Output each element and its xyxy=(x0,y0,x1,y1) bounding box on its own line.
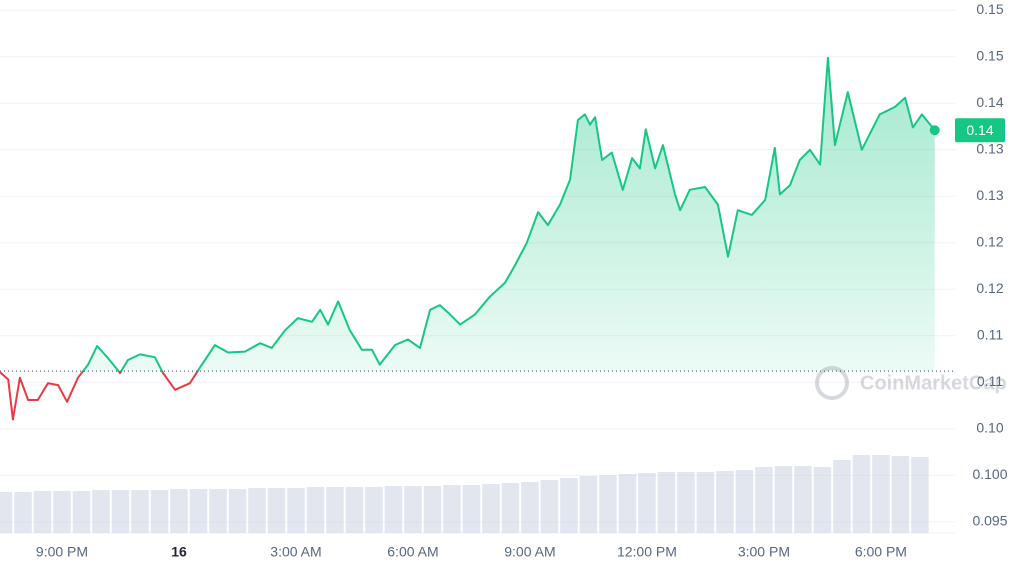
y-tick-label: 0.11 xyxy=(977,327,1003,343)
y-tick-label: 0.10 xyxy=(976,420,1003,436)
price-line xyxy=(0,56,936,421)
y-tick-label: 0.095 xyxy=(972,513,1007,529)
x-tick-label: 6:00 PM xyxy=(855,544,907,560)
x-tick-label: 3:00 AM xyxy=(270,544,321,560)
volume-bar xyxy=(852,455,871,533)
volume-bar xyxy=(72,491,91,533)
current-dot xyxy=(929,125,940,136)
volume-bar xyxy=(209,489,227,533)
x-tick-label: 3:00 PM xyxy=(738,544,790,560)
volume-bar xyxy=(501,483,520,533)
volume-bar xyxy=(228,489,247,533)
volume-bar xyxy=(540,480,559,533)
volume-bar xyxy=(891,456,910,533)
volume-bar xyxy=(872,455,890,533)
x-tick-label: 9:00 PM xyxy=(36,544,88,560)
y-tick-label: 0.15 xyxy=(976,47,1003,63)
volume-bar xyxy=(443,485,461,533)
volume-bar xyxy=(657,472,676,533)
y-tick-label: 0.14 xyxy=(976,94,1003,110)
volume-bar xyxy=(560,478,578,533)
y-tick-label: 0.15 xyxy=(976,1,1003,17)
volume-bar xyxy=(677,472,695,533)
volume-bar xyxy=(599,475,617,533)
volume-bar xyxy=(0,492,13,533)
volume-bar xyxy=(735,470,754,533)
volume-bar xyxy=(833,460,851,533)
volume-bar xyxy=(189,489,208,533)
y-tick-label: 0.12 xyxy=(976,280,1003,296)
volume-bar xyxy=(92,490,110,533)
volume-bar xyxy=(287,488,305,533)
volume-bar xyxy=(267,488,286,533)
volume-bar xyxy=(248,488,266,533)
x-tick-label: 9:00 AM xyxy=(504,544,555,560)
volume-bar xyxy=(638,473,656,533)
volume-bar xyxy=(53,491,71,533)
volume-bar xyxy=(813,467,832,533)
volume-bar xyxy=(170,489,188,533)
volume-bar xyxy=(618,474,637,533)
watermark-text: CoinMarketCap xyxy=(860,372,1007,394)
volume-bar xyxy=(423,486,442,533)
y-tick-label: 0.13 xyxy=(976,187,1003,203)
x-tick-label: 6:00 AM xyxy=(387,544,438,560)
volume-bar xyxy=(365,487,383,533)
volume-bar xyxy=(150,490,169,533)
y-tick-label: 0.11 xyxy=(977,373,1003,389)
volume-bar xyxy=(482,484,500,533)
volume-bar xyxy=(716,471,734,533)
x-tick-label: 12:00 PM xyxy=(617,544,677,560)
volume-bar xyxy=(131,490,149,533)
y-tick-label: 0.100 xyxy=(972,466,1007,482)
volume-bar xyxy=(774,466,793,533)
price-area xyxy=(83,57,935,372)
volume-bar xyxy=(345,487,364,533)
volume-bar xyxy=(14,492,32,533)
volume-bar xyxy=(33,491,52,533)
x-tick-label: 16 xyxy=(171,544,187,560)
volume-bar xyxy=(911,457,929,533)
volume-bar xyxy=(462,485,481,533)
volume-bar xyxy=(794,466,812,533)
volume-bar xyxy=(521,482,539,533)
volume-bar xyxy=(404,486,422,533)
y-tick-label: 0.13 xyxy=(976,140,1003,156)
y-tick-label: 0.12 xyxy=(976,233,1003,249)
volume-bar xyxy=(111,490,130,533)
volume-bar xyxy=(755,467,773,533)
volume-bar xyxy=(326,487,344,533)
volume-bar xyxy=(306,487,325,533)
current-badge xyxy=(955,118,1005,143)
volume-bar xyxy=(696,472,715,533)
volume-bar xyxy=(384,486,403,533)
current-label: 0.14 xyxy=(966,122,993,138)
volume-bar xyxy=(579,476,598,533)
